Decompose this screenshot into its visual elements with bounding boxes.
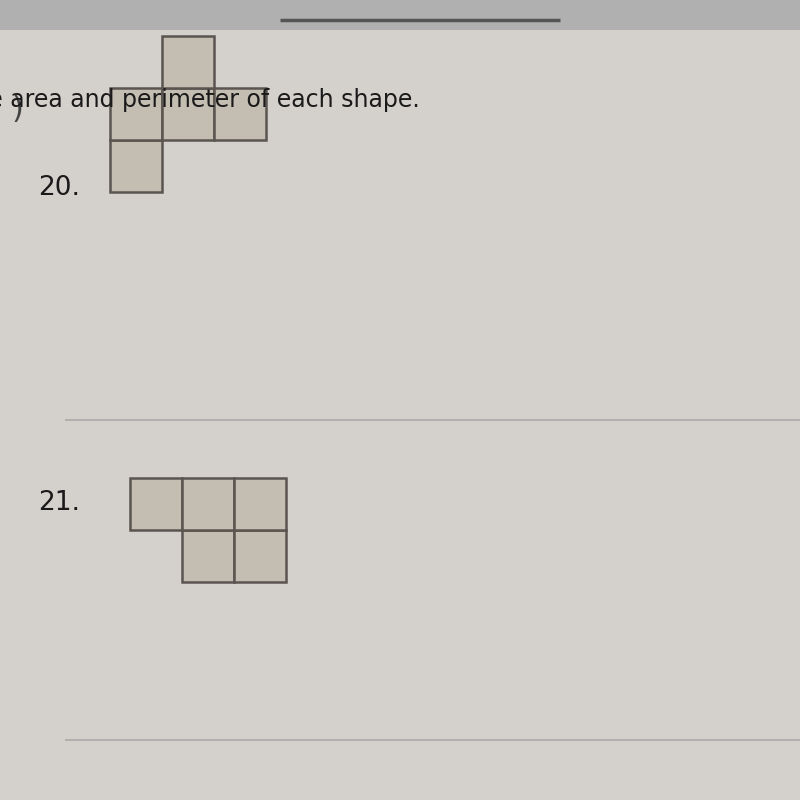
Bar: [162, 88, 214, 140]
Text: 21.: 21.: [38, 490, 80, 516]
Bar: [182, 478, 234, 530]
Bar: [234, 530, 286, 582]
Text: 20.: 20.: [38, 175, 80, 201]
Bar: [130, 478, 182, 530]
Bar: [0, 0, 800, 30]
Bar: [234, 478, 286, 530]
Text: Find the area and perimeter of each shape.: Find the area and perimeter of each shap…: [0, 88, 420, 112]
Text: ): ): [12, 95, 24, 125]
Bar: [110, 140, 162, 192]
Bar: [182, 530, 234, 582]
Bar: [110, 88, 162, 140]
Bar: [162, 36, 214, 88]
Bar: [214, 88, 266, 140]
